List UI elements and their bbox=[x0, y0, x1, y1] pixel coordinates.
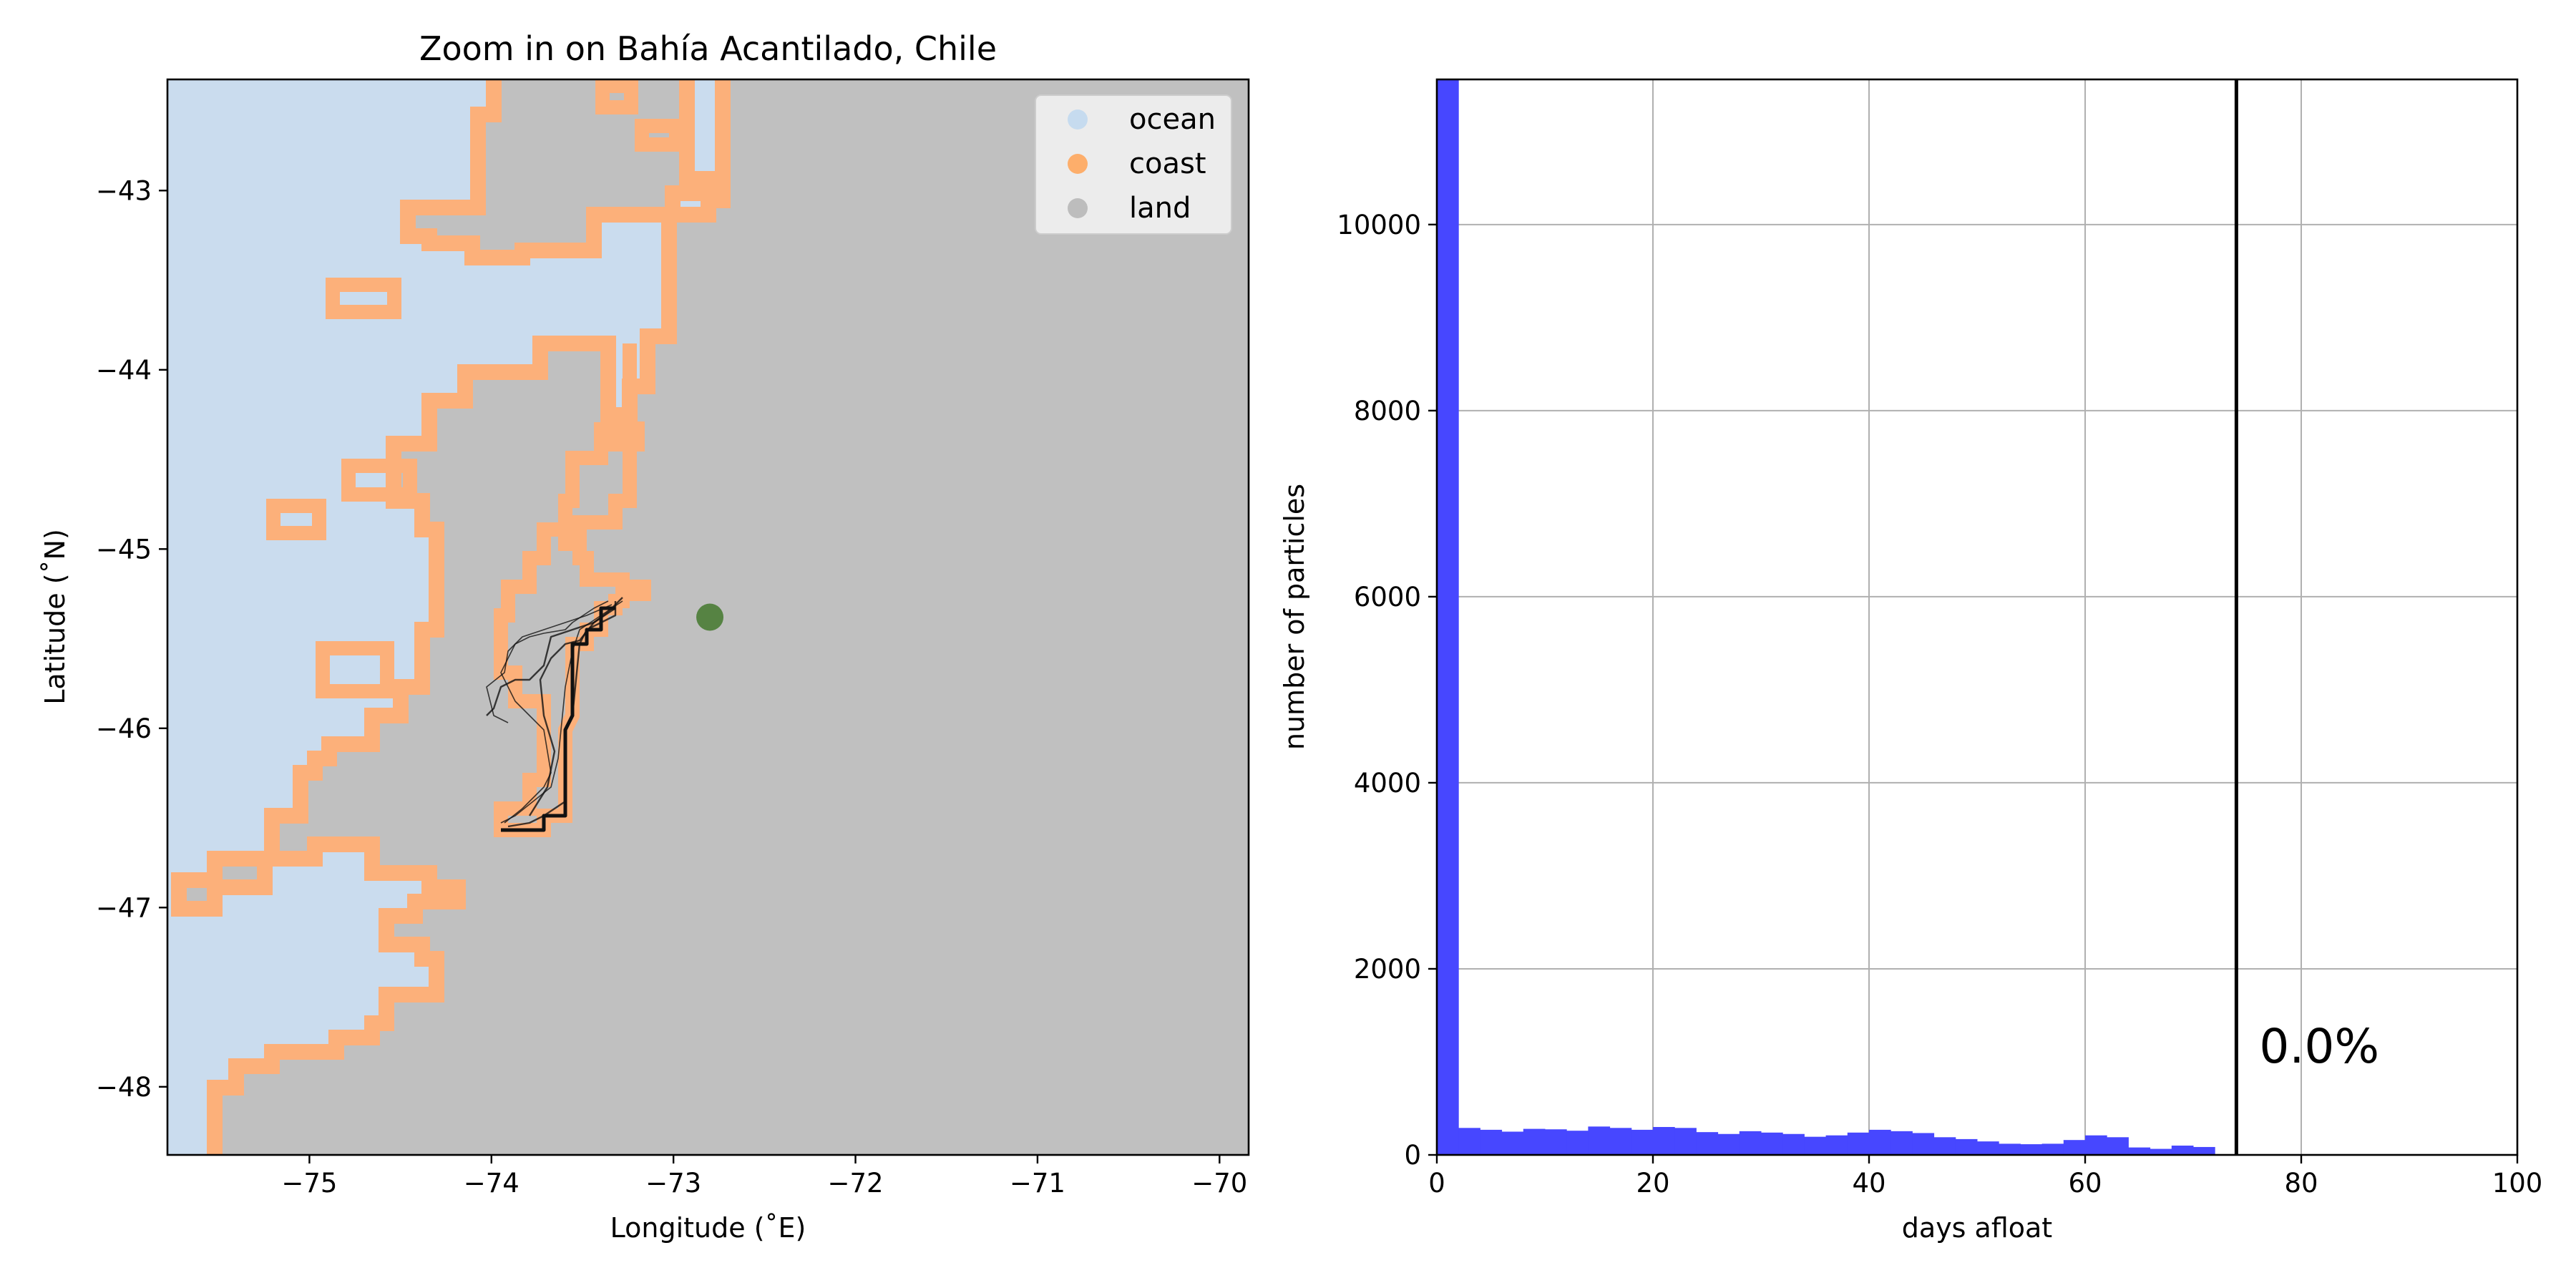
histogram-x-tick-label: 100 bbox=[2492, 1168, 2543, 1199]
release-point-marker bbox=[696, 603, 724, 631]
histogram-bar bbox=[1545, 1129, 1567, 1155]
coast-island bbox=[266, 499, 326, 540]
histogram-bar bbox=[1631, 1129, 1654, 1155]
histogram-bar bbox=[2193, 1146, 2215, 1155]
histogram-bar bbox=[1717, 1133, 1740, 1155]
histogram-ticks: 0 20 40 60 80 100 0 2000 4000 6000 8000 10000 bbox=[1337, 210, 2542, 1199]
particle-trajectories bbox=[486, 597, 623, 832]
legend-box bbox=[1035, 94, 1232, 235]
histogram-x-tick-label: 40 bbox=[1852, 1168, 1885, 1199]
map-frame bbox=[166, 78, 1250, 1156]
map-x-tick-label: −72 bbox=[827, 1168, 883, 1199]
histogram-bar bbox=[1609, 1128, 1632, 1155]
map-y-axis-label: Latitude (˚N) bbox=[39, 529, 71, 705]
histogram-bar bbox=[2085, 1135, 2107, 1155]
map-y-tick-label: −43 bbox=[96, 175, 152, 206]
histogram-bar bbox=[1437, 79, 1459, 1155]
ocean-region bbox=[167, 79, 723, 1155]
histogram-bar bbox=[2107, 1137, 2129, 1155]
histogram-bars bbox=[1437, 79, 2215, 1155]
histogram-bar bbox=[1912, 1133, 1935, 1155]
legend-label-land: land bbox=[1129, 192, 1191, 225]
histogram-bar bbox=[2150, 1148, 2172, 1155]
histogram-bar bbox=[2171, 1145, 2194, 1155]
histogram-bar bbox=[2041, 1143, 2064, 1155]
histogram-bar bbox=[1739, 1131, 1762, 1155]
histogram-y-tick-label: 8000 bbox=[1354, 396, 1421, 426]
histogram-bar bbox=[2128, 1147, 2151, 1155]
histogram-y-tick-label: 2000 bbox=[1354, 954, 1421, 985]
coast-island bbox=[635, 119, 683, 152]
map-ticks: −75 −74 −73 −72 −71 −70 −43 −44 −45 −46 −47 −48 bbox=[96, 175, 1247, 1199]
histogram-x-tick-label: 20 bbox=[1636, 1168, 1669, 1199]
legend-marker-coast bbox=[1068, 154, 1088, 174]
coast-island bbox=[341, 459, 417, 502]
coast-island bbox=[595, 79, 638, 114]
histogram-x-tick-label: 60 bbox=[2068, 1168, 2102, 1199]
histogram-bar bbox=[1782, 1133, 1805, 1155]
map-y-tick-label: −45 bbox=[96, 534, 152, 565]
map-y-tick-label: −46 bbox=[96, 713, 152, 744]
trajectory-line bbox=[500, 600, 609, 824]
histogram-frame bbox=[1435, 78, 2519, 1156]
legend-marker-ocean bbox=[1068, 109, 1088, 130]
histogram-bar bbox=[1696, 1132, 1719, 1155]
map-x-tick-label: −75 bbox=[281, 1168, 337, 1199]
histogram-bar bbox=[1501, 1131, 1524, 1155]
histogram-bar bbox=[1458, 1128, 1480, 1155]
legend-marker-land bbox=[1068, 198, 1088, 218]
histogram-x-axis-label: days afloat bbox=[1902, 1212, 2052, 1244]
map-x-tick-label: −70 bbox=[1191, 1168, 1247, 1199]
histogram-y-tick-label: 10000 bbox=[1337, 210, 1421, 240]
histogram-bar bbox=[1933, 1137, 1956, 1155]
trajectory-line bbox=[486, 608, 616, 716]
histogram-bar bbox=[1674, 1128, 1697, 1155]
trajectory-line bbox=[486, 604, 613, 723]
histogram-bar bbox=[1480, 1129, 1503, 1155]
map-x-axis-label: Longitude (˚E) bbox=[610, 1212, 806, 1244]
histogram-bar bbox=[1825, 1135, 1848, 1155]
histogram-bar bbox=[1653, 1126, 1675, 1155]
histogram-bar bbox=[1999, 1143, 2021, 1155]
map-y-tick-label: −44 bbox=[96, 355, 152, 386]
histogram-x-tick-label: 80 bbox=[2284, 1168, 2318, 1199]
map-legend: ocean coast land bbox=[1035, 94, 1232, 235]
histogram-bar bbox=[1955, 1138, 1978, 1155]
map-x-tick-label: −73 bbox=[645, 1168, 701, 1199]
histogram-y-tick-label: 0 bbox=[1404, 1140, 1421, 1171]
histogram-bar bbox=[1761, 1132, 1783, 1155]
trajectory-stranded-edge bbox=[501, 606, 615, 832]
histogram-bar bbox=[1566, 1131, 1589, 1155]
map-y-tick-label: −48 bbox=[96, 1072, 152, 1103]
histogram-y-tick-label: 4000 bbox=[1354, 768, 1421, 799]
histogram-background bbox=[1437, 79, 2517, 1155]
histogram-bar bbox=[2063, 1140, 2086, 1155]
legend-label-coast: coast bbox=[1129, 147, 1206, 180]
histogram-bar bbox=[2020, 1144, 2043, 1155]
histogram-bar bbox=[1977, 1141, 1999, 1155]
histogram-panel: 0.0% 0 20 40 60 80 1000200040006000800010000 … bbox=[1279, 78, 2542, 1244]
map-layers bbox=[167, 79, 731, 1155]
coast-islands bbox=[266, 79, 683, 698]
map-title: Zoom in on Bahía Acantilado, Chile bbox=[419, 29, 997, 68]
trajectory-line bbox=[500, 600, 623, 824]
histogram-y-axis-label: number of particles bbox=[1279, 484, 1310, 750]
legend-label-ocean: ocean bbox=[1129, 103, 1216, 136]
histogram-bar bbox=[1890, 1131, 1913, 1155]
map-x-tick-label: −71 bbox=[1010, 1168, 1065, 1199]
histogram-bar bbox=[1804, 1136, 1827, 1155]
coast-island bbox=[316, 641, 394, 698]
histogram-x-tick-label: 0 bbox=[1428, 1168, 1445, 1199]
histogram-bar bbox=[1588, 1126, 1611, 1155]
histogram-bar bbox=[1847, 1132, 1870, 1155]
percentage-annotation: 0.0% bbox=[2259, 1019, 2379, 1074]
histogram-y-tick-label: 6000 bbox=[1354, 582, 1421, 613]
map-panel: −75 −74 −73 −72 −71 −70 −43 −44 −45 −46 −47 −48 Zoo… bbox=[39, 29, 1250, 1244]
histogram-bar bbox=[1523, 1128, 1546, 1155]
histogram-bar bbox=[1869, 1129, 1891, 1155]
map-x-tick-label: −74 bbox=[464, 1168, 519, 1199]
map-y-tick-label: −47 bbox=[96, 892, 152, 923]
coast-island bbox=[326, 278, 401, 319]
